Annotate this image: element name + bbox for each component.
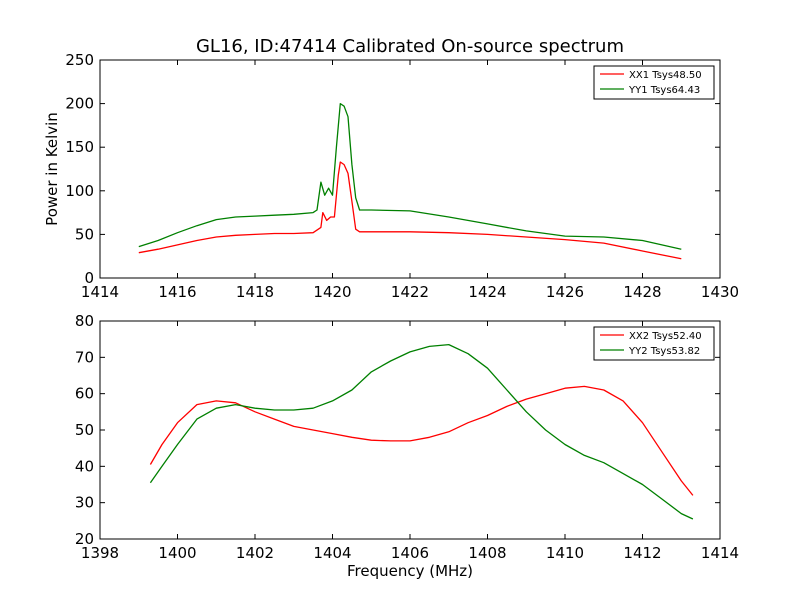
y-tick-label: 30 bbox=[75, 494, 94, 512]
bottom-plot-area: 1398 1400 1402 1404 1406 1408 1410 1412 1414 20 30… bbox=[75, 312, 739, 562]
x-tick-label: 1398 bbox=[81, 544, 119, 562]
series-line-xx1 bbox=[138, 161, 682, 260]
x-tick-label: 1402 bbox=[236, 544, 274, 562]
y-tick-label: 150 bbox=[65, 138, 94, 156]
y-tick-label: 50 bbox=[75, 421, 94, 439]
y-tick-label: 40 bbox=[75, 457, 94, 475]
y-tick-label: 50 bbox=[75, 225, 94, 243]
y-tick-label: 80 bbox=[75, 312, 94, 330]
x-tick-label: 1408 bbox=[468, 544, 506, 562]
chart-title: GL16, ID:47414 Calibrated On-source spec… bbox=[196, 36, 624, 57]
legend-box bbox=[593, 65, 715, 100]
x-tick-label: 1414 bbox=[701, 544, 739, 562]
y-tick-label: 200 bbox=[65, 95, 94, 113]
y-tick-label: 0 bbox=[84, 269, 94, 287]
y-tick-label: 70 bbox=[75, 348, 94, 366]
top-plot-area: 1414 1416 1418 1420 1422 1424 1426 1428 1430 0 50 1… bbox=[65, 51, 739, 301]
y-tick-label: 20 bbox=[75, 530, 94, 548]
bottom-spectrum-panel: Frequency (MHz) 1398 1400 1402 1404 1406 1408… bbox=[75, 312, 739, 580]
legend-box bbox=[593, 326, 715, 361]
x-tick-label: 1422 bbox=[391, 283, 429, 301]
series-line-yy2 bbox=[149, 343, 694, 520]
x-tick-label: 1424 bbox=[468, 283, 506, 301]
y-tick-label: 250 bbox=[65, 51, 94, 69]
series-line-yy1 bbox=[138, 102, 682, 250]
top-spectrum-panel: GL16, ID:47414 Calibrated On-source spec… bbox=[43, 36, 739, 301]
x-tick-label: 1416 bbox=[158, 283, 196, 301]
legend-entry-label: YY2 Tsys53.82 bbox=[628, 346, 700, 357]
x-tick-label: 1426 bbox=[546, 283, 584, 301]
legend-entry-label: XX1 Tsys48.50 bbox=[629, 70, 702, 81]
x-tick-label: 1418 bbox=[236, 283, 274, 301]
x-tick-label: 1414 bbox=[81, 283, 119, 301]
legend: XX1 Tsys48.50 YY1 Tsys64.43 bbox=[593, 65, 715, 100]
x-tick-label: 1400 bbox=[158, 544, 196, 562]
y-axis-label-top: Power in Kelvin bbox=[43, 112, 61, 226]
x-tick-label: 1412 bbox=[623, 544, 661, 562]
x-tick-label: 1406 bbox=[391, 544, 429, 562]
x-tick-label: 1410 bbox=[546, 544, 584, 562]
series-line-xx2 bbox=[149, 385, 694, 496]
y-tick-label: 60 bbox=[75, 385, 94, 403]
x-axis-label: Frequency (MHz) bbox=[347, 562, 473, 580]
x-tick-label: 1428 bbox=[623, 283, 661, 301]
y-tick-label: 100 bbox=[65, 182, 94, 200]
legend: XX2 Tsys52.40 YY2 Tsys53.82 bbox=[593, 326, 715, 361]
x-tick-label: 1430 bbox=[701, 283, 739, 301]
x-tick-label: 1420 bbox=[313, 283, 351, 301]
x-tick-label: 1404 bbox=[313, 544, 351, 562]
legend-entry-label: YY1 Tsys64.43 bbox=[628, 85, 700, 96]
legend-entry-label: XX2 Tsys52.40 bbox=[629, 331, 702, 342]
